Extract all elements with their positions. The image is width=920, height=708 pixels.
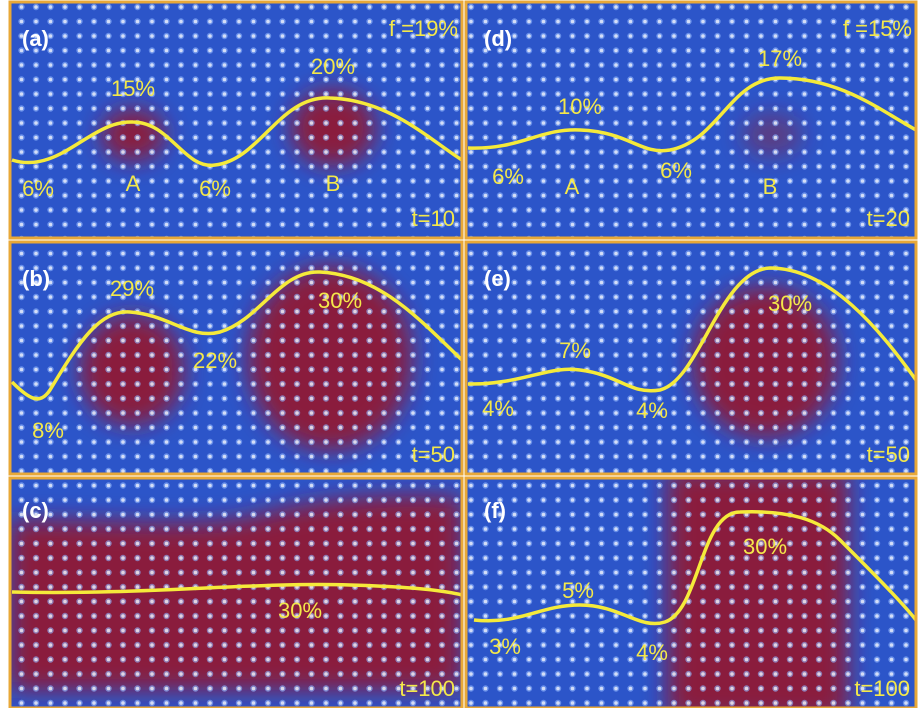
panel-label: (a)	[22, 26, 49, 51]
panel: (d) f =15% t=20 10% 17% 6% A 6% B	[466, 2, 916, 238]
annotation: 17%	[758, 46, 802, 71]
panel-label: (c)	[22, 498, 49, 523]
time-label: t=50	[867, 442, 910, 467]
figure: (a) f =19% t=10 15% 20% 6% A 6% B (b) t=50 29% 30% 22…	[0, 0, 920, 708]
annotation: 6%	[492, 164, 524, 189]
annotation: 20%	[311, 54, 355, 79]
annotation: 29%	[110, 276, 154, 301]
annotation: 4%	[482, 396, 514, 421]
panel: (f) t=100 5% 30% 3% 4%	[466, 470, 916, 708]
annotation: 5%	[562, 578, 594, 603]
annotation: A	[565, 174, 580, 199]
annotation: 22%	[193, 348, 237, 373]
panel-image	[10, 478, 462, 708]
panel-label: (d)	[484, 26, 512, 51]
time-label: t=100	[399, 676, 455, 701]
time-label: t=20	[867, 206, 910, 231]
annotation: 4%	[636, 640, 668, 665]
panel: (c) t=100 30%	[10, 478, 462, 708]
annotation: 30%	[278, 598, 322, 623]
annotation: A	[126, 171, 141, 196]
panel: (a) f =19% t=10 15% 20% 6% A 6% B	[10, 2, 462, 238]
annotation: 30%	[743, 534, 787, 559]
annotation: 3%	[489, 634, 521, 659]
annotation: 15%	[111, 76, 155, 101]
annotation: 7%	[559, 338, 591, 363]
annotation: 6%	[22, 176, 54, 201]
panel-label: (f)	[484, 498, 506, 523]
annotation: B	[326, 171, 341, 196]
panel: (b) t=50 29% 30% 22% 8%	[10, 242, 462, 474]
annotation: 6%	[199, 176, 231, 201]
panel: (e) t=50 7% 30% 4% 4%	[466, 242, 916, 474]
time-label: t=10	[412, 206, 455, 231]
annotation: B	[763, 174, 778, 199]
panel-image	[466, 242, 916, 474]
time-label: t=50	[412, 442, 455, 467]
annotation: 6%	[660, 158, 692, 183]
fraction-label: f =19%	[389, 16, 458, 41]
panel-label: (b)	[22, 266, 50, 291]
annotation: 8%	[32, 418, 64, 443]
panel-label: (e)	[484, 266, 511, 291]
fraction-label: f =15%	[843, 16, 912, 41]
annotation: 4%	[636, 398, 668, 423]
annotation: 10%	[558, 94, 602, 119]
annotation: 30%	[768, 291, 812, 316]
panel-image	[466, 470, 916, 708]
lattice	[466, 478, 916, 708]
annotation: 30%	[318, 288, 362, 313]
time-label: t=100	[854, 676, 910, 701]
